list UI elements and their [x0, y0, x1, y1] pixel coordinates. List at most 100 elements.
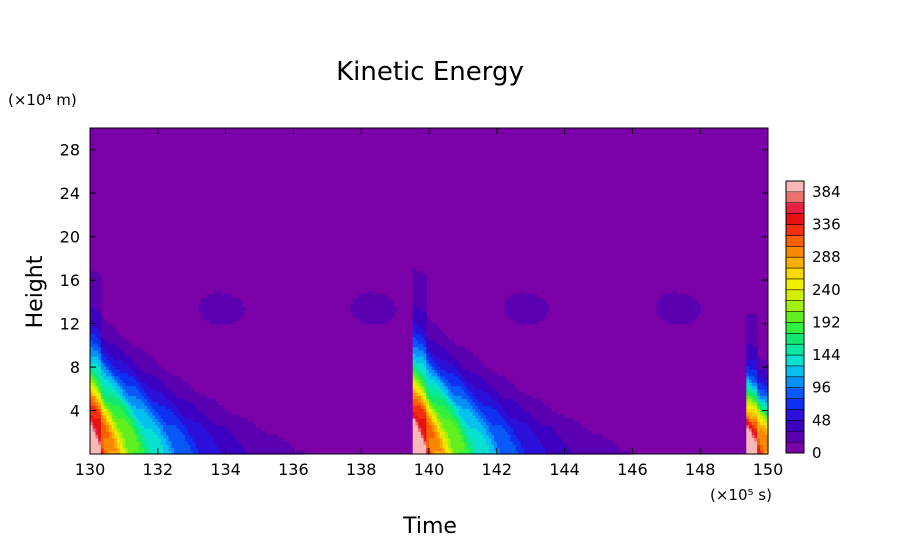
contour-cell [466, 447, 471, 452]
contour-cell [258, 434, 262, 439]
contour-cell [572, 434, 577, 439]
contour-cell [575, 434, 579, 439]
contour-cell [157, 414, 162, 419]
contour-cell [98, 392, 102, 396]
contour-cell [458, 408, 463, 413]
contour-cell [103, 395, 107, 400]
contour-cell [108, 395, 113, 400]
contour-cell [90, 281, 94, 286]
contour-cell [534, 300, 539, 305]
contour-cell [762, 405, 766, 409]
contour-cell [190, 440, 194, 445]
contour-cell [233, 307, 238, 312]
contour-cell [540, 447, 544, 452]
contour-cell [502, 431, 506, 436]
contour-cell [108, 408, 113, 413]
contour-cell [117, 434, 121, 439]
contour-cell [214, 405, 219, 409]
contour-cell [439, 359, 444, 364]
contour-cell [114, 414, 118, 419]
contour-cell [141, 379, 145, 383]
contour-cell [751, 346, 756, 351]
contour-cell [108, 388, 113, 393]
contour-cell [754, 401, 758, 406]
contour-cell [762, 385, 766, 390]
contour-cell [100, 352, 105, 357]
contour-cell [507, 411, 511, 416]
contour-cell [98, 362, 102, 367]
contour-cell [480, 418, 484, 422]
contour-cell [182, 405, 186, 409]
contour-cell [103, 398, 107, 403]
contour-cell [92, 320, 97, 325]
contour-cell [765, 424, 769, 429]
contour-cell [236, 304, 240, 308]
contour-cell [488, 437, 492, 442]
contour-cell [469, 450, 473, 455]
contour-cell [591, 440, 596, 445]
contour-cell [382, 320, 387, 325]
contour-cell [523, 320, 528, 325]
contour-cell [146, 421, 151, 426]
contour-cell [233, 450, 238, 455]
contour-cell [193, 427, 197, 432]
contour-cell [220, 431, 224, 436]
contour-cell [689, 317, 693, 321]
contour-cell [193, 424, 197, 429]
contour-cell [119, 356, 124, 361]
contour-cell [198, 440, 202, 445]
contour-cell [765, 450, 769, 455]
contour-cell [429, 333, 433, 338]
contour-cell [754, 372, 758, 377]
contour-cell [220, 294, 224, 299]
contour-cell [423, 408, 427, 413]
contour-cell [149, 379, 153, 383]
contour-cell [464, 431, 468, 436]
contour-cell [100, 362, 105, 367]
contour-cell [496, 388, 501, 393]
contour-cell [439, 434, 444, 439]
contour-cell [545, 405, 549, 409]
contour-cell [179, 405, 183, 409]
contour-cell [95, 414, 99, 419]
contour-cell [119, 427, 124, 432]
contour-cell [136, 395, 140, 400]
contour-cell [477, 440, 482, 445]
contour-cell [453, 411, 457, 416]
contour-cell [361, 313, 365, 318]
contour-cell [127, 349, 132, 354]
contour-cell [247, 421, 251, 426]
contour-cell [146, 398, 151, 403]
contour-cell [244, 444, 248, 449]
contour-cell [95, 323, 99, 328]
contour-cell [442, 356, 446, 361]
contour-cell [220, 313, 224, 318]
contour-cell [369, 320, 373, 325]
contour-cell [515, 297, 520, 302]
contour-cell [301, 450, 305, 455]
contour-cell [534, 310, 539, 315]
contour-cell [187, 401, 191, 406]
contour-cell [214, 437, 219, 442]
contour-cell [751, 379, 756, 383]
contour-cell [95, 418, 99, 422]
contour-cell [513, 385, 517, 390]
contour-cell [127, 424, 132, 429]
contour-cell [450, 418, 455, 422]
contour-cell [130, 440, 134, 445]
contour-cell [534, 313, 539, 318]
contour-cell [534, 411, 539, 416]
contour-cell [239, 418, 243, 422]
contour-cell [751, 421, 756, 426]
contour-cell [507, 440, 511, 445]
contour-cell [171, 450, 175, 455]
contour-cell [575, 440, 579, 445]
contour-cell [429, 320, 433, 325]
contour-cell [667, 320, 671, 325]
contour-cell [418, 343, 422, 348]
contour-cell [250, 440, 254, 445]
contour-cell [434, 323, 438, 328]
contour-cell [466, 359, 471, 364]
contour-cell [95, 352, 99, 357]
contour-cell [149, 434, 153, 439]
